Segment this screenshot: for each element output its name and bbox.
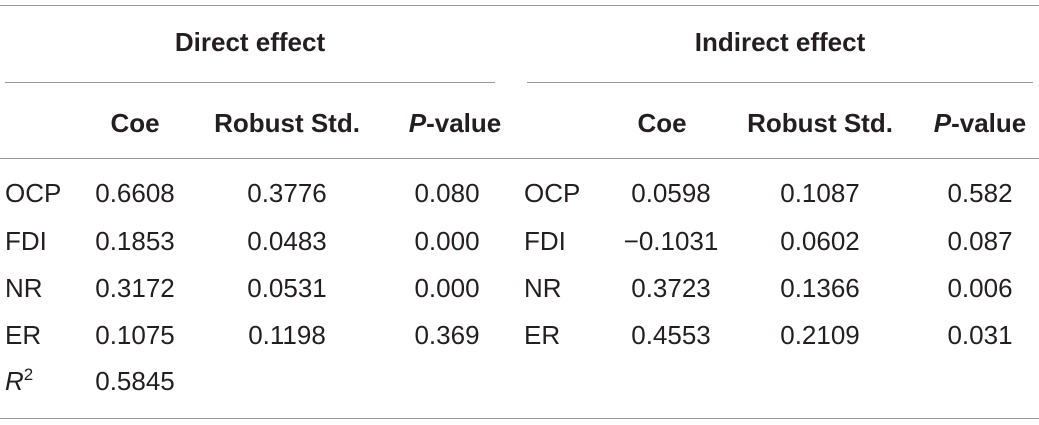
group-rule: [5, 82, 495, 83]
cell-value: 0.4553: [631, 320, 711, 350]
cell-value: 0.0483: [247, 226, 327, 256]
cell-value: 0.0598: [631, 178, 711, 208]
cell-value: 0.087: [947, 226, 1013, 256]
row-label: ER: [5, 320, 42, 350]
cell-value: 0.2109: [780, 320, 860, 350]
cell-value: 0.3172: [95, 273, 175, 303]
group-header: Direct effect: [174, 27, 326, 57]
cell-value: 0.0602: [780, 226, 860, 256]
cell-value: 0.0531: [247, 273, 327, 303]
cell-value: 0.000: [414, 226, 480, 256]
row-label: NR: [5, 273, 43, 303]
cell-value: 0.1366: [780, 273, 860, 303]
column-header: P-value: [933, 108, 1027, 138]
column-header: Robust Std.: [747, 108, 893, 138]
cell-value: −0.1031: [623, 226, 719, 256]
cell-value: 0.5845: [95, 366, 175, 396]
row-label: ER: [524, 320, 561, 350]
cell-value: 0.1087: [780, 178, 860, 208]
column-header: P-value: [408, 108, 502, 138]
row-label: FDI: [524, 226, 566, 256]
column-header: Robust Std.: [214, 108, 360, 138]
row-label: R2: [5, 365, 34, 396]
cell-value: 0.3776: [247, 178, 327, 208]
cell-value: 0.369: [414, 320, 480, 350]
row-label: OCP: [5, 178, 62, 208]
column-header: Coe: [110, 108, 160, 138]
cell-value: 0.000: [414, 273, 480, 303]
group-rule: [527, 82, 1033, 83]
cell-value: 0.006: [947, 273, 1013, 303]
cell-value: 0.1198: [248, 320, 326, 350]
cell-value: 0.1075: [95, 320, 175, 350]
cell-value: 0.3723: [631, 273, 711, 303]
row-label: NR: [524, 273, 562, 303]
bottom-rule: [0, 418, 1039, 419]
cell-value: 0.1853: [95, 226, 175, 256]
column-header: Coe: [637, 108, 687, 138]
row-label: FDI: [5, 226, 47, 256]
cell-value: 0.080: [414, 178, 480, 208]
cell-value: 0.582: [947, 178, 1013, 208]
row-label: OCP: [524, 178, 581, 208]
group-header: Indirect effect: [694, 27, 866, 57]
cell-value: 0.031: [947, 320, 1013, 350]
top-rule: [0, 5, 1039, 6]
cell-value: 0.6608: [95, 178, 175, 208]
header-rule: [0, 158, 1039, 159]
